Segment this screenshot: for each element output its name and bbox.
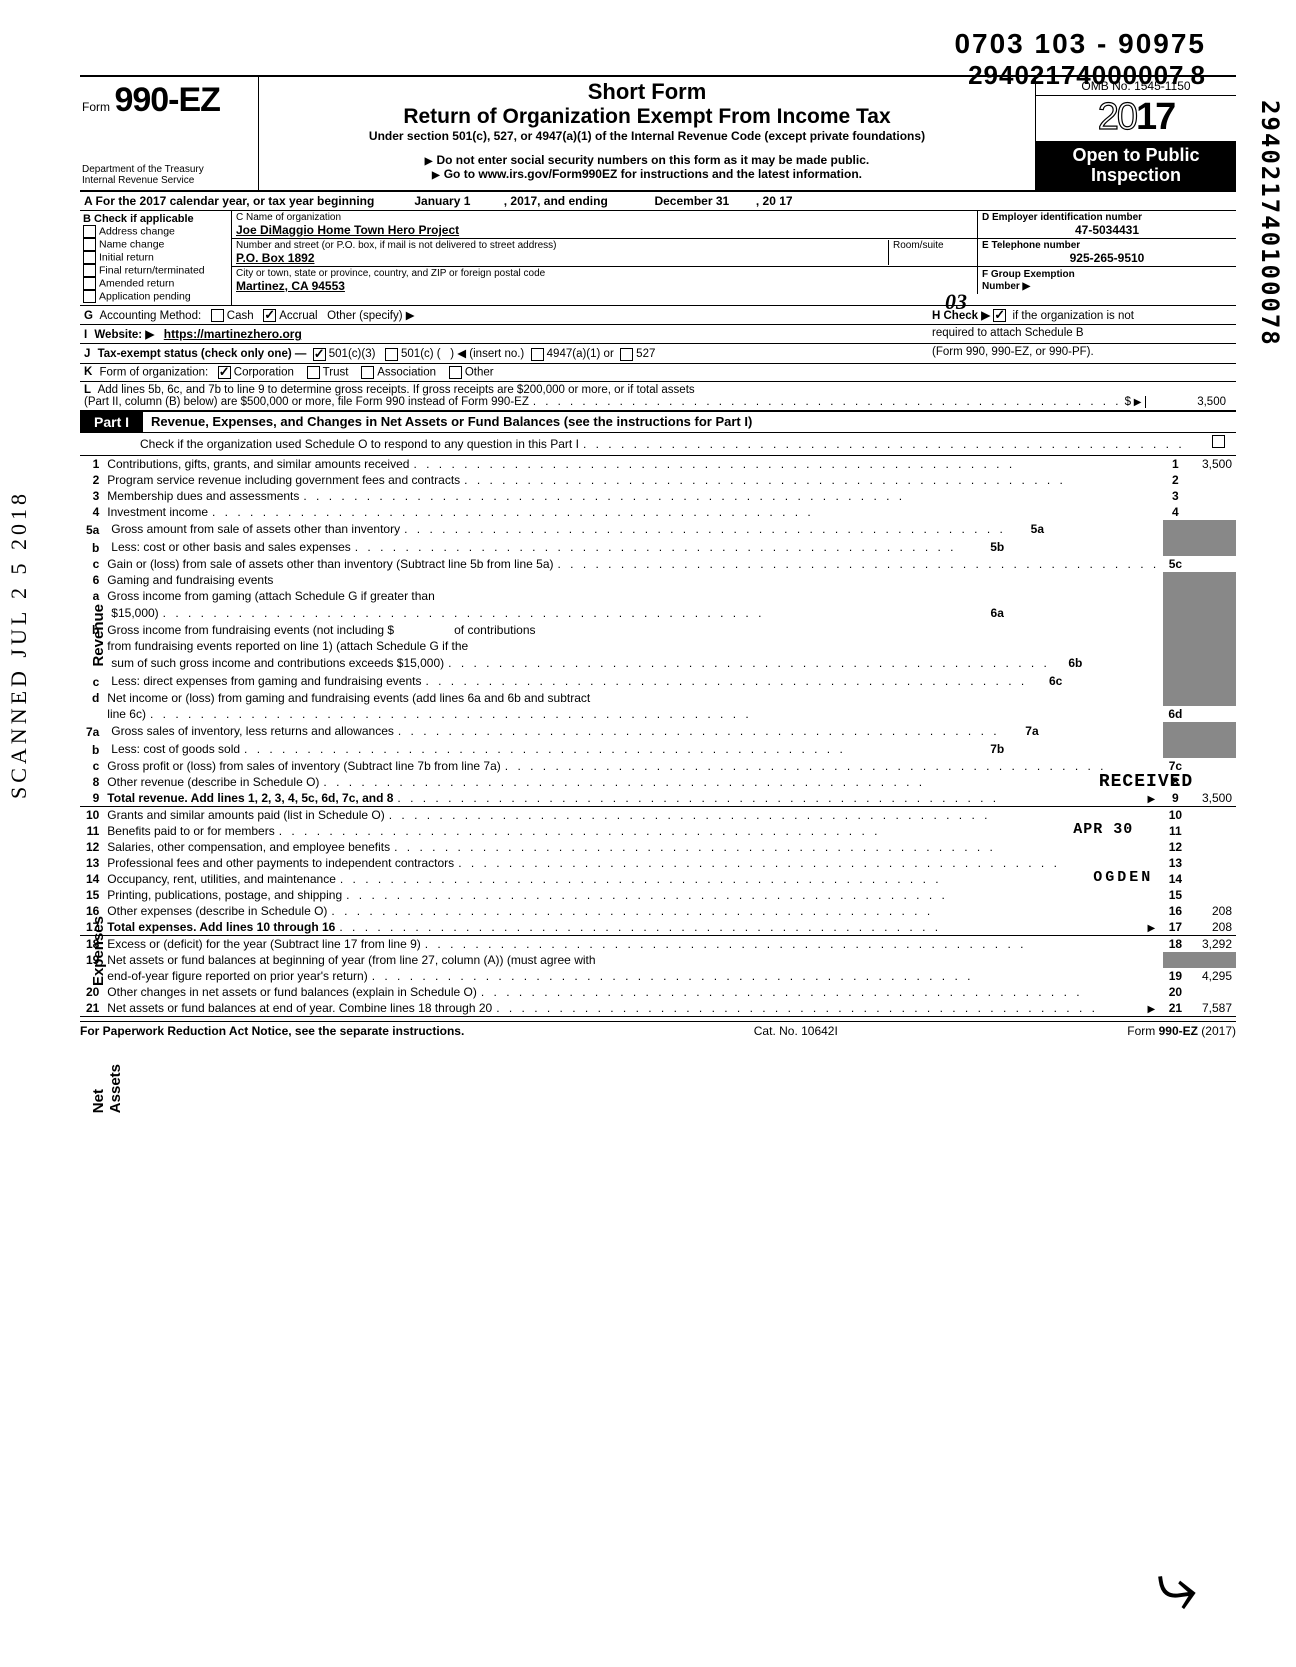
row-a: A For the 2017 calendar year, or tax yea…	[80, 192, 1236, 211]
checkbox-trust[interactable]	[307, 366, 320, 379]
checkbox-icon[interactable]	[83, 277, 96, 290]
checkbox-h[interactable]	[993, 309, 1006, 322]
expenses-label: Expenses	[90, 916, 107, 986]
org-info-grid: B Check if applicable Address change Nam…	[80, 211, 1236, 306]
col-cdef: C Name of organization Joe DiMaggio Home…	[232, 211, 1236, 305]
b-header: B Check if applicable	[83, 213, 228, 225]
row-g: G Accounting Method: Cash Accrual Other …	[84, 308, 932, 322]
checkbox-4947[interactable]	[531, 348, 544, 361]
footer: For Paperwork Reduction Act Notice, see …	[80, 1021, 1236, 1038]
handwritten-line1: 0703 103 - 90975	[954, 28, 1206, 60]
part-sub: Check if the organization used Schedule …	[80, 433, 1236, 456]
short-form-title: Short Form	[269, 79, 1025, 105]
row-k: K Form of organization: Corporation Trus…	[84, 366, 1232, 379]
netassets-label: Net Assets	[90, 1064, 124, 1113]
part-title: Revenue, Expenses, and Changes in Net As…	[143, 412, 1236, 432]
form-subtitle: Under section 501(c), 527, or 4947(a)(1)…	[269, 129, 1025, 143]
line17-value: 208	[1188, 919, 1236, 936]
form-number: 990-EZ	[114, 81, 220, 119]
c-city: City or town, state or province, country…	[232, 267, 978, 294]
checkbox-icon[interactable]	[83, 264, 96, 277]
footer-right: Form 990-EZ (2017)	[1127, 1024, 1236, 1038]
form-note-2: Go to www.irs.gov/Form990EZ for instruct…	[269, 167, 1025, 181]
date-stamp: APR 30	[1073, 821, 1133, 838]
b-name-change: Name change	[83, 238, 228, 251]
c-name: C Name of organization Joe DiMaggio Home…	[232, 211, 978, 238]
checkbox-schedO[interactable]	[1212, 435, 1225, 448]
checkbox-501c3[interactable]	[313, 348, 326, 361]
l-amount: 3,500	[1145, 396, 1232, 408]
checkbox-corp[interactable]	[218, 366, 231, 379]
line19-value: 4,295	[1188, 968, 1236, 984]
f-group: F Group Exemption Number ▶	[978, 267, 1236, 294]
form-number-cell: Form 990-EZ Department of the Treasury I…	[80, 77, 259, 190]
checkbox-icon[interactable]	[83, 290, 96, 303]
row-j: J Tax-exempt status (check only one) — 5…	[84, 346, 932, 360]
row-i: I Website: ▶ https://martinezhero.org	[84, 327, 932, 341]
revenue-label: Revenue	[90, 604, 107, 667]
row-h2: required to attach Schedule B	[932, 327, 1232, 341]
ogden-stamp: OGDEN	[1093, 869, 1153, 886]
checkbox-other[interactable]	[449, 366, 462, 379]
handwritten-header: 0703 103 - 90975 294021740000078	[954, 28, 1206, 91]
checkbox-assoc[interactable]	[361, 366, 374, 379]
checkbox-527[interactable]	[620, 348, 633, 361]
open-to-public: Open to Public Inspection	[1036, 142, 1236, 190]
year-cell: OMB No. 1545-1150 2017 Open to Public In…	[1036, 77, 1236, 190]
form-note-1: Do not enter social security numbers on …	[269, 153, 1025, 167]
b-initial: Initial return	[83, 251, 228, 264]
lines-table: 1 Contributions, gifts, grants, and simi…	[80, 456, 1236, 1017]
part-tab: Part I	[80, 412, 143, 432]
form-label: Form	[82, 100, 110, 114]
d-ein: D Employer identification number 47-5034…	[978, 211, 1236, 238]
form-header: Form 990-EZ Department of the Treasury I…	[80, 75, 1236, 192]
line18-value: 3,292	[1188, 935, 1236, 952]
checkbox-icon[interactable]	[83, 238, 96, 251]
b-amended: Amended return	[83, 277, 228, 290]
row-h3: (Form 990, 990-EZ, or 990-PF).	[932, 346, 1232, 360]
handwritten-room: 03	[945, 289, 967, 315]
e-phone: E Telephone number 925-265-9510	[978, 239, 1236, 266]
rows-ghijkl: G Accounting Method: Cash Accrual Other …	[80, 306, 1236, 411]
row-l: L Add lines 5b, 6c, and 7b to line 9 to …	[84, 384, 1232, 396]
form-title-cell: Short Form Return of Organization Exempt…	[259, 77, 1036, 190]
scanned-stamp: SCANNED JUL 2 5 2018	[6, 490, 32, 799]
part-i-bar: Part I Revenue, Expenses, and Changes in…	[80, 411, 1236, 433]
handwritten-mark: ⤷	[1151, 1545, 1201, 1630]
department: Department of the Treasury Internal Reve…	[82, 164, 204, 186]
footer-mid: Cat. No. 10642I	[754, 1024, 838, 1038]
b-addr-change: Address change	[83, 225, 228, 238]
checkbox-cash[interactable]	[211, 309, 224, 322]
received-stamp: RECEIVED	[1099, 772, 1193, 792]
col-b: B Check if applicable Address change Nam…	[80, 211, 232, 305]
b-pending: Application pending	[83, 290, 228, 303]
checkbox-icon[interactable]	[83, 251, 96, 264]
checkbox-icon[interactable]	[83, 225, 96, 238]
row-h: H Check ▶ if the organization is not	[932, 308, 1232, 322]
c-street: Number and street (or P.O. box, if mail …	[232, 239, 978, 266]
line21-value: 7,587	[1188, 1000, 1236, 1017]
checkbox-501c[interactable]	[385, 348, 398, 361]
line9-value: 3,500	[1188, 790, 1236, 807]
b-final: Final return/terminated	[83, 264, 228, 277]
line1-value: 3,500	[1188, 456, 1236, 472]
arrow-icon: $	[1121, 396, 1145, 408]
handwritten-line2: 294021740000078	[954, 60, 1206, 91]
checkbox-accrual[interactable]	[263, 309, 276, 322]
lines-area: Revenue Expenses Net Assets 1 Contributi…	[80, 456, 1236, 1017]
tax-year: 2017	[1036, 96, 1236, 142]
line16-value: 208	[1188, 903, 1236, 919]
form-title: Return of Organization Exempt From Incom…	[269, 105, 1025, 129]
footer-left: For Paperwork Reduction Act Notice, see …	[80, 1024, 464, 1038]
barcode-number: 294021740100078	[1256, 100, 1284, 347]
